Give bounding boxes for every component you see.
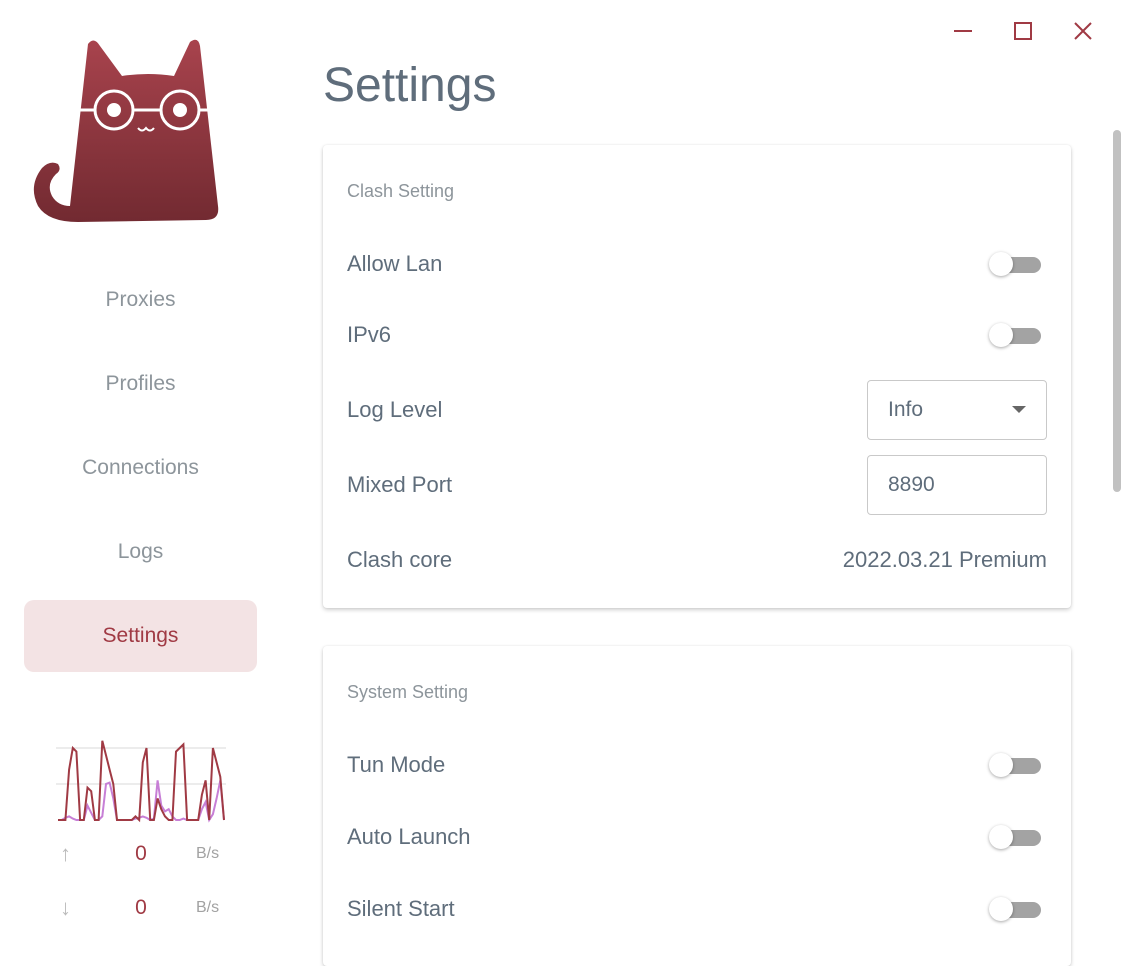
nav-label: Logs: [117, 540, 164, 563]
arrow-up-icon: ↑: [60, 841, 71, 866]
chevron-down-icon: [1012, 406, 1026, 413]
sidebar-item-logs[interactable]: Logs: [24, 516, 257, 588]
ipv6-row: IPv6: [347, 315, 1047, 355]
setting-label: Clash core: [347, 547, 453, 572]
sidebar-item-proxies[interactable]: Proxies: [24, 264, 257, 336]
close-icon: [1074, 22, 1092, 40]
upload-rate: ↑ 0 B/s: [60, 839, 230, 869]
nav-label: Proxies: [105, 288, 176, 311]
mixed-port-value: 8890: [888, 473, 935, 496]
setting-label: Log Level: [347, 397, 443, 422]
traffic-graph: [56, 740, 226, 823]
cat-logo: [33, 39, 219, 222]
silent-start-row: Silent Start: [347, 889, 1047, 929]
upload-unit: B/s: [196, 845, 220, 862]
nav-label: Settings: [102, 624, 179, 647]
setting-label: Allow Lan: [347, 251, 443, 276]
arrow-down-icon: ↓: [60, 895, 71, 920]
maximize-button[interactable]: [1006, 14, 1040, 48]
minimize-icon: [954, 30, 972, 32]
tun-mode-row: Tun Mode: [347, 745, 1047, 785]
page-title: Settings: [323, 59, 497, 112]
setting-label: IPv6: [347, 322, 392, 347]
silent-start-toggle[interactable]: [987, 894, 1043, 924]
log-level-row: Log Level Info: [347, 380, 1047, 440]
auto-launch-toggle[interactable]: [987, 822, 1043, 852]
log-level-select[interactable]: Info: [867, 380, 1047, 440]
sidebar-item-connections[interactable]: Connections: [24, 432, 257, 504]
close-button[interactable]: [1066, 14, 1100, 48]
sidebar-item-settings[interactable]: Settings: [24, 600, 257, 672]
download-rate: ↓ 0 B/s: [60, 893, 230, 923]
sidebar: Proxies Profiles Connections Logs Settin…: [0, 0, 280, 937]
allow-lan-row: Allow Lan: [347, 244, 1047, 284]
download-unit: B/s: [196, 899, 220, 916]
clash-setting-card: Clash Setting Allow Lan IPv6 Log Level I…: [323, 145, 1071, 608]
allow-lan-toggle[interactable]: [987, 249, 1043, 279]
card-title: Clash Setting: [347, 181, 455, 201]
sidebar-item-profiles[interactable]: Profiles: [24, 348, 257, 420]
ipv6-toggle[interactable]: [987, 320, 1043, 350]
minimize-button[interactable]: [946, 14, 980, 48]
mixed-port-row: Mixed Port 8890: [347, 455, 1047, 515]
maximize-icon: [1014, 22, 1032, 40]
log-level-value: Info: [888, 398, 924, 421]
clash-core-version: 2022.03.21 Premium: [842, 547, 1047, 572]
download-value: 0: [135, 896, 147, 919]
scrollbar[interactable]: [1113, 130, 1121, 492]
card-title: System Setting: [347, 682, 469, 702]
tun-mode-toggle[interactable]: [987, 750, 1043, 780]
setting-label: Auto Launch: [347, 824, 471, 849]
nav-label: Profiles: [105, 372, 176, 395]
system-setting-card: System Setting Tun Mode Auto Launch Sile…: [323, 646, 1071, 966]
setting-label: Mixed Port: [347, 472, 453, 497]
auto-launch-row: Auto Launch: [347, 817, 1047, 857]
upload-value: 0: [135, 842, 147, 865]
nav-label: Connections: [82, 456, 199, 479]
setting-label: Silent Start: [347, 896, 455, 921]
setting-label: Tun Mode: [347, 752, 446, 777]
mixed-port-input[interactable]: 8890: [867, 455, 1047, 515]
clash-core-row: Clash core 2022.03.21 Premium: [347, 540, 1047, 580]
upload-line: [58, 740, 225, 823]
